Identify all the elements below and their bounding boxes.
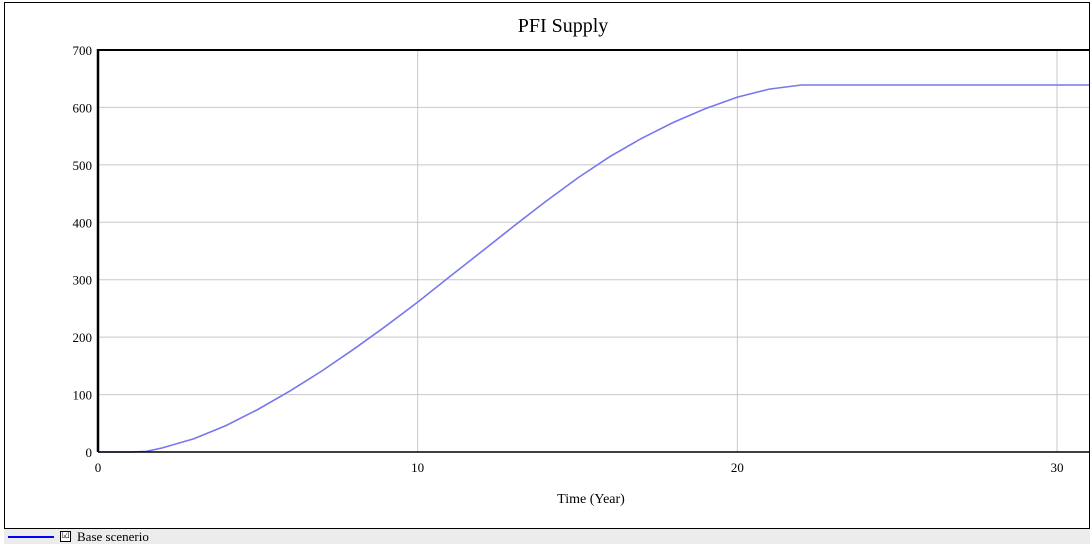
legend-bar bbox=[4, 529, 1090, 544]
grid-lines bbox=[98, 50, 1089, 452]
x-tick-label: 0 bbox=[95, 460, 102, 475]
y-tick-label: 300 bbox=[73, 273, 93, 288]
y-tick-label: 600 bbox=[73, 100, 93, 115]
x-tick-label: 10 bbox=[411, 460, 424, 475]
legend-label: Base scenerio bbox=[77, 528, 149, 544]
x-tick-label: 30 bbox=[1051, 460, 1064, 475]
y-tick-label: 700 bbox=[73, 43, 93, 58]
y-tick-label: 500 bbox=[73, 158, 93, 173]
y-axis-ticks: 0 100 200 300 400 500 600 700 bbox=[73, 43, 93, 460]
plot-axes bbox=[96, 49, 1089, 453]
series-line bbox=[98, 84, 1089, 453]
x-axis-ticks: 0 10 20 30 bbox=[95, 460, 1064, 475]
legend-line-swatch bbox=[8, 535, 54, 538]
series-toggle-checkbox[interactable]: ☑ bbox=[60, 531, 71, 542]
x-axis-label: Time (Year) bbox=[557, 492, 625, 507]
y-tick-label: 0 bbox=[86, 445, 93, 460]
x-tick-label: 20 bbox=[731, 460, 744, 475]
y-tick-label: 200 bbox=[73, 330, 93, 345]
y-tick-label: 100 bbox=[73, 388, 93, 403]
y-tick-label: 400 bbox=[73, 215, 93, 230]
series-group bbox=[98, 84, 1089, 453]
chart-title: PFI Supply bbox=[518, 15, 609, 37]
legend: ☑ Base scenerio bbox=[8, 529, 149, 544]
